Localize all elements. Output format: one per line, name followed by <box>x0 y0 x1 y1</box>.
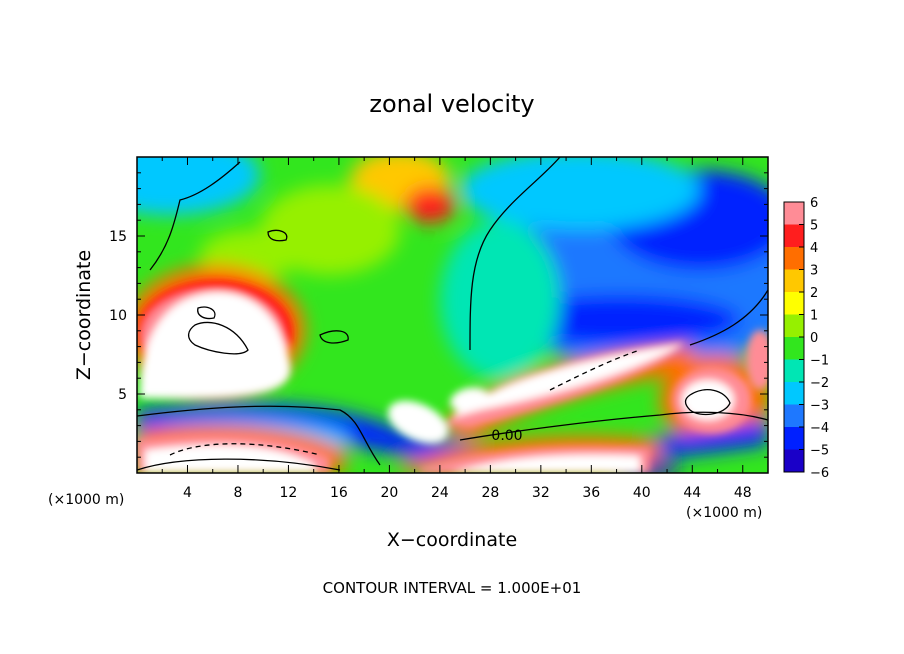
colorbar-tick-label: −3 <box>810 399 829 414</box>
colorbar-tick-label: −6 <box>810 466 829 481</box>
colorbar-segment <box>784 224 804 248</box>
x-unit-right: (×1000 m) <box>686 505 762 521</box>
x-tick-label: 12 <box>280 485 298 501</box>
colorbar-tick-label: −5 <box>810 444 829 459</box>
y-tick-label: 15 <box>109 229 127 245</box>
contour-left-vortex-small <box>197 306 216 320</box>
contour-zero-right <box>689 289 768 346</box>
y-tick-label: 5 <box>118 387 127 403</box>
contour-bottom-left-dashed <box>169 443 321 456</box>
colorbar-segment <box>784 449 804 473</box>
chart-title: zonal velocity <box>369 90 534 118</box>
colorbar-segment <box>784 247 804 270</box>
colorbar-tick-label: 1 <box>810 309 818 324</box>
colorbar-tick-label: −2 <box>810 376 829 391</box>
colorbar-tick-label: −4 <box>810 421 829 436</box>
colorbar-segment <box>784 382 804 405</box>
heatmap-field <box>137 157 768 473</box>
field-bottom-mid-core <box>450 454 640 473</box>
colorbar-tick-label: 0 <box>810 331 818 346</box>
field-region-jet-top-blue <box>500 295 740 345</box>
field-vortex-left-core <box>140 291 291 399</box>
colorbar-segment <box>784 269 804 293</box>
x-tick-label: 40 <box>633 485 651 501</box>
colorbar-segment <box>784 359 804 383</box>
contour-zero-upper-mid <box>469 157 561 351</box>
field-small-core-b <box>450 387 490 413</box>
contour-right-vortex-inner <box>684 389 731 416</box>
field-vortex-right-core <box>682 380 734 420</box>
field-region-top-red <box>405 187 455 223</box>
x-tick-label: 8 <box>233 485 242 501</box>
colorbar-segment <box>784 202 804 225</box>
colorbar-segment <box>784 314 804 338</box>
colorbar: 6 5 4 3 2 1 0 −1 −2 −3 −4 −5 −6 <box>783 196 829 481</box>
contour-jet-dashed <box>549 349 641 391</box>
x-tick-label: 20 <box>380 485 398 501</box>
x-tick-label: 36 <box>582 485 600 501</box>
colorbar-segment <box>784 404 804 428</box>
x-tick-label: 48 <box>734 485 752 501</box>
contour-zero-lower-left <box>137 405 381 466</box>
contour-zero-bottom-left <box>137 458 341 471</box>
colorbar-tick-label: 4 <box>810 241 818 256</box>
colorbar-tick-label: −1 <box>810 354 829 369</box>
colorbar-tick-label: 2 <box>810 286 818 301</box>
colorbar-segment <box>784 337 804 360</box>
colorbar-tick-label: 5 <box>810 219 818 234</box>
x-tick-label: 28 <box>481 485 499 501</box>
x-axis-label: X−coordinate <box>387 529 517 551</box>
y-tick-label: 10 <box>109 308 127 324</box>
colorbar-tick-label: 6 <box>810 196 818 211</box>
colorbar-segment <box>784 292 804 315</box>
contour-small-loop-b <box>267 229 288 242</box>
x-tick-label: 32 <box>532 485 550 501</box>
contour-interval-note: CONTOUR INTERVAL = 1.000E+01 <box>323 579 582 597</box>
contour-zero-upper-left <box>149 161 241 271</box>
x-tick-label: 4 <box>183 485 192 501</box>
x-unit-left: (×1000 m) <box>48 492 124 508</box>
field-region-mid-teal <box>440 220 560 380</box>
contour-left-vortex-inner <box>187 321 249 355</box>
field-edge-right-pink <box>746 330 768 390</box>
colorbar-segment <box>784 427 804 450</box>
contour-zero-lower-right <box>459 411 768 441</box>
x-tick-label: 24 <box>431 485 449 501</box>
field-region-top-left-cyan <box>137 157 260 215</box>
field-region-upper-cyan <box>460 157 700 230</box>
field-small-core-a <box>388 400 448 444</box>
contour-label: 0.00 <box>491 428 522 444</box>
colorbar-tick-label: 3 <box>810 264 818 279</box>
x-tick-label: 44 <box>683 485 701 501</box>
contour-small-loop-a <box>319 330 349 344</box>
y-axis-label: Z−coordinate <box>73 250 95 380</box>
x-tick-label: 16 <box>330 485 348 501</box>
